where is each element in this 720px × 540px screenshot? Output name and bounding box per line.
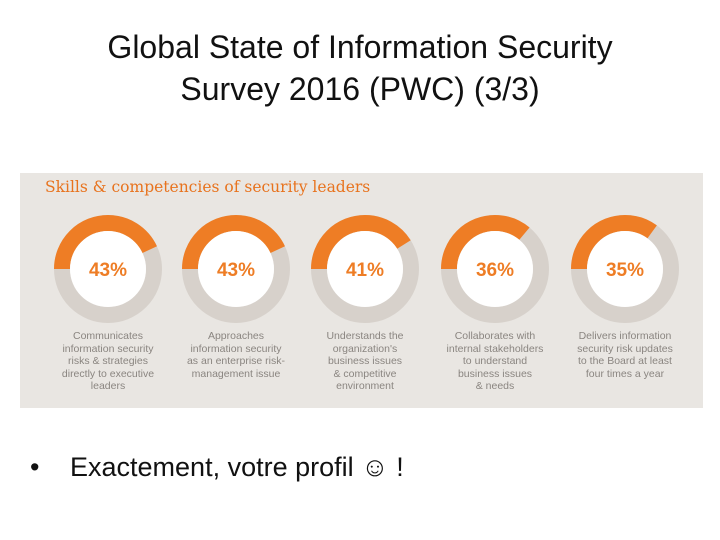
slide-title-line-1: Global State of Information Security	[107, 29, 613, 65]
skills-infographic: Skills & competencies of security leader…	[20, 173, 703, 408]
stat-card: 36% Collaborates with internal stakeholder…	[430, 215, 560, 405]
stat-value: 35%	[606, 260, 644, 281]
stat-description: Approaches information security as an ente…	[171, 330, 301, 380]
bullet-marker: •	[30, 452, 40, 482]
stat-description-line: leaders	[90, 380, 126, 392]
stat-description-line: Delivers information	[578, 330, 672, 342]
donut-chart: 35%	[571, 215, 679, 323]
stat-description-line: four times a year	[585, 367, 665, 380]
stat-value: 43%	[89, 260, 127, 281]
bullet-item: • Exactement, votre profil ☺ !	[30, 452, 404, 483]
stat-description: Collaborates with internal stakeholders to…	[430, 330, 560, 393]
stat-description-line: environment	[336, 380, 394, 392]
bullet-text: Exactement, votre profil ☺ !	[70, 452, 404, 482]
stat-description-line: management issue	[191, 367, 281, 380]
stat-card: 35% Delivers information security risk upd…	[560, 215, 690, 405]
stat-value: 36%	[476, 260, 514, 281]
stat-description-line: organization's	[332, 342, 398, 355]
stat-value: 41%	[346, 260, 384, 281]
donut-center	[587, 231, 663, 307]
donut-arc	[311, 215, 419, 323]
stat-description-line: & competitive	[333, 367, 397, 380]
stat-description-line: to understand	[462, 355, 528, 367]
donut-center	[70, 231, 146, 307]
stat-description: Communicates information security risks & …	[43, 330, 173, 393]
stat-value: 43%	[217, 260, 255, 281]
stat-description-line: Communicates	[72, 330, 144, 342]
stat-card: 41% Understands the organization's business…	[300, 215, 430, 405]
stat-description: Delivers information security risk update…	[560, 330, 690, 380]
stat-description-line: information security	[190, 342, 282, 355]
donut-chart: 43%	[54, 215, 162, 323]
stat-card: 43% Communicates information security risks…	[43, 215, 173, 405]
stat-description-line: information security	[62, 342, 154, 355]
stat-description-line: Understands the	[326, 330, 404, 342]
stat-description-line: to the Board at least	[578, 355, 672, 367]
stat-description-line: business issues	[457, 367, 533, 380]
stat-description-line: as an enterprise risk-	[186, 355, 286, 367]
donut-center	[457, 231, 533, 307]
stat-description-line: security risk updates	[577, 342, 673, 355]
donut-center	[198, 231, 274, 307]
stat-description-line: internal stakeholders	[446, 342, 544, 355]
donut-arc	[54, 215, 162, 323]
stat-description-line: risks & strategies	[68, 355, 148, 367]
infographic-title: Skills & competencies of security leader…	[45, 178, 371, 196]
stat-description: Understands the organization's business is…	[300, 330, 430, 393]
slide-title-line-2: Survey 2016 (PWC) (3/3)	[180, 71, 540, 107]
stat-description-line: Approaches	[207, 330, 265, 342]
donut-chart: 41%	[311, 215, 419, 323]
donut-arc	[182, 215, 290, 323]
stat-description-line: & needs	[475, 380, 515, 392]
stat-card: 43% Approaches information security as an e…	[171, 215, 301, 405]
stat-description-line: business issues	[327, 355, 403, 367]
donut-chart: 43%	[182, 215, 290, 323]
donut-chart: 36%	[441, 215, 549, 323]
donut-arc	[441, 215, 549, 323]
slide-title: Global State of Information Security Sur…	[40, 26, 680, 110]
donut-arc	[571, 215, 679, 323]
donut-center	[327, 231, 403, 307]
stat-description-line: Collaborates with	[454, 330, 536, 342]
stat-description-line: directly to executive	[61, 367, 155, 380]
